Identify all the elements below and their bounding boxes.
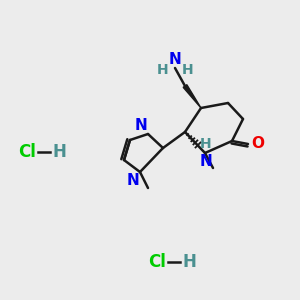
Text: H: H [156,63,168,77]
Text: H: H [182,63,194,77]
Text: N: N [200,154,212,169]
Polygon shape [183,85,201,108]
Text: H: H [200,137,212,151]
Text: N: N [169,52,182,67]
Text: N: N [134,118,147,133]
Text: Cl: Cl [18,143,36,161]
Text: H: H [182,253,196,271]
Text: O: O [251,136,264,152]
Text: N: N [126,173,139,188]
Text: H: H [52,143,66,161]
Text: Cl: Cl [148,253,166,271]
